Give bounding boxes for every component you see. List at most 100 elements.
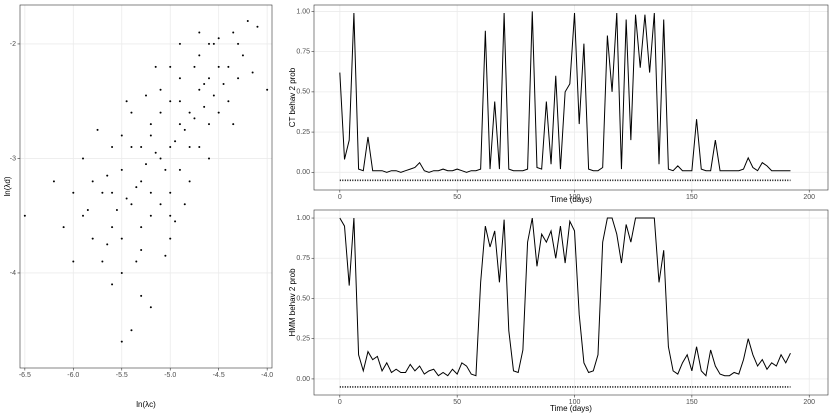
- point: [193, 117, 196, 120]
- point: [237, 77, 240, 80]
- point: [159, 111, 162, 114]
- point: [149, 306, 152, 309]
- point: [188, 145, 191, 148]
- x-axis-title: Time (days): [550, 404, 592, 413]
- panel-background: [314, 210, 828, 395]
- point: [183, 128, 186, 131]
- point: [106, 243, 109, 246]
- point: [193, 65, 196, 68]
- point: [227, 100, 230, 103]
- point: [120, 168, 123, 171]
- x-tick-label: 100: [569, 399, 581, 406]
- point: [62, 226, 65, 229]
- x-tick-label: 100: [569, 194, 581, 201]
- point: [135, 260, 138, 263]
- point: [217, 37, 220, 40]
- point: [130, 329, 133, 332]
- panel-border: [313, 4, 829, 191]
- point: [149, 214, 152, 217]
- panel-background: [314, 5, 828, 190]
- point: [164, 168, 167, 171]
- x-tick-label: 0: [338, 194, 342, 201]
- y-tick-label: -3: [10, 155, 16, 162]
- point: [91, 237, 94, 240]
- x-tick-label: 200: [803, 399, 815, 406]
- point: [120, 134, 123, 137]
- point: [130, 111, 133, 114]
- point: [72, 191, 75, 194]
- y-tick-label: 0.00: [296, 169, 310, 176]
- point: [188, 111, 191, 114]
- y-tick-label: -2: [10, 41, 16, 48]
- point: [101, 260, 104, 263]
- y-axis-title: CT behav 2 prob: [288, 67, 297, 127]
- point: [159, 88, 162, 91]
- y-tick-label: 0.75: [296, 48, 310, 55]
- point: [227, 65, 230, 68]
- x-tick-label: 50: [453, 194, 461, 201]
- y-tick-label: 0.25: [296, 336, 310, 343]
- point: [208, 157, 210, 160]
- point: [154, 65, 157, 68]
- x-tick-label: 150: [686, 194, 698, 201]
- point: [96, 128, 99, 131]
- point: [91, 180, 94, 183]
- point: [198, 145, 201, 148]
- point: [140, 226, 143, 229]
- point: [125, 197, 128, 200]
- point: [178, 123, 181, 126]
- point: [159, 203, 162, 206]
- point: [169, 237, 172, 240]
- y-tick-label: 0.25: [296, 129, 310, 136]
- point: [140, 294, 143, 297]
- point: [111, 145, 114, 148]
- x-axis-title: ln(λc): [136, 400, 156, 409]
- point: [72, 260, 75, 263]
- point: [188, 180, 191, 183]
- x-tick-label: 150: [686, 399, 698, 406]
- point: [217, 65, 220, 68]
- y-tick-label: 0.75: [296, 255, 310, 262]
- point: [130, 145, 133, 148]
- y-axis-title: ln(λd): [3, 176, 12, 196]
- point: [140, 145, 143, 148]
- y-tick-label: -4: [10, 270, 16, 277]
- point: [120, 271, 123, 274]
- point: [208, 123, 210, 126]
- y-axis-title: HMM behav 2 prob: [288, 268, 297, 337]
- panel-border: [313, 209, 829, 396]
- point: [52, 180, 55, 183]
- point: [241, 54, 244, 57]
- point: [246, 20, 249, 23]
- point: [169, 65, 172, 68]
- point: [120, 340, 123, 343]
- point: [251, 71, 254, 74]
- point: [154, 151, 157, 154]
- point: [232, 123, 235, 126]
- point: [237, 42, 240, 45]
- point: [183, 203, 186, 206]
- x-tick-label: -4.5: [213, 372, 225, 379]
- x-axis-title: Time (days): [550, 195, 592, 204]
- point: [178, 42, 181, 45]
- point: [164, 254, 167, 257]
- point: [174, 140, 177, 143]
- point: [159, 157, 162, 160]
- point: [222, 83, 225, 86]
- point: [145, 163, 147, 166]
- point: [174, 220, 177, 223]
- y-tick-label: 0.50: [296, 295, 310, 302]
- x-tick-label: -6.0: [67, 372, 79, 379]
- point: [135, 186, 138, 189]
- point: [82, 157, 84, 160]
- x-tick-label: -4.0: [261, 372, 273, 379]
- point: [111, 191, 114, 194]
- point: [101, 191, 104, 194]
- point: [149, 191, 152, 194]
- point: [178, 100, 181, 103]
- point: [169, 214, 172, 217]
- y-tick-label: 1.00: [296, 215, 310, 222]
- point: [120, 237, 123, 240]
- x-tick-label: -5.5: [116, 372, 128, 379]
- x-tick-label: 50: [453, 399, 461, 406]
